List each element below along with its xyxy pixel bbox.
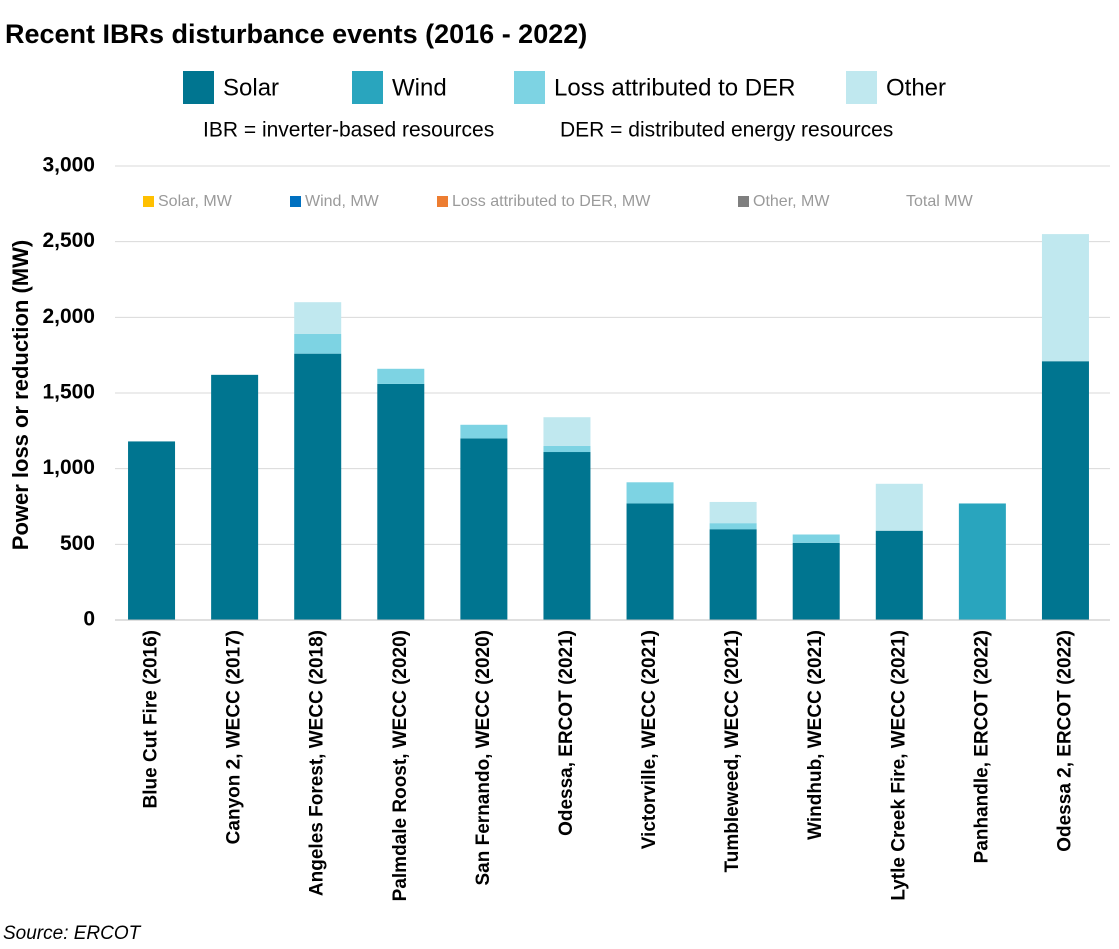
legend-label: Loss attributed to DER (554, 74, 795, 101)
bar-segment (1041, 234, 1089, 362)
bar-segment (211, 374, 259, 620)
x-tick-label: Angeles Forest, WECC (2018) (307, 630, 328, 896)
overlay-legend-swatch (437, 196, 448, 207)
bar-segment (128, 441, 176, 620)
overlay-legend-label: Wind, MW (305, 193, 380, 210)
bar-segment (294, 302, 342, 334)
bar-segment (875, 530, 923, 620)
source: Source: ERCOT (3, 923, 142, 944)
legend-swatch (352, 71, 383, 104)
y-tick-label: 1,000 (42, 456, 95, 479)
bar-segment (460, 438, 508, 620)
bar-segment (709, 501, 757, 524)
y-axis-label: Power loss or reduction (MW) (8, 240, 33, 550)
bar-segment (294, 353, 342, 620)
y-tick-label: 2,000 (42, 305, 95, 328)
overlay-legend-swatch (143, 196, 154, 207)
overlay-legend-label: Total MW (906, 193, 974, 210)
bar-segment (543, 417, 591, 446)
bar-segment (792, 534, 840, 543)
x-tick-label: Odessa 2, ERCOT (2022) (1054, 630, 1075, 852)
chart-title: Recent IBRs disturbance events (2016 - 2… (5, 19, 587, 49)
x-tick-label: Lytle Creek Fire, WECC (2021) (888, 630, 909, 901)
legend-label: Wind (392, 74, 447, 101)
y-tick-label: 0 (83, 608, 95, 631)
legend-swatch (846, 71, 877, 104)
bar-segment (377, 383, 425, 620)
x-tick-label: San Fernando, WECC (2020) (473, 630, 494, 886)
bar-segment (377, 368, 425, 384)
legend-label: Solar (223, 74, 279, 101)
bar-segment (543, 445, 591, 453)
x-tick-label: Tumbleweed, WECC (2021) (722, 630, 743, 872)
y-tick-label: 500 (60, 532, 95, 555)
note: IBR = inverter-based resources (203, 119, 494, 142)
legend-swatch (183, 71, 214, 104)
bar-segment (626, 503, 674, 620)
bar-segment (792, 542, 840, 620)
y-tick-label: 3,000 (42, 154, 95, 177)
x-tick-label: Windhub, WECC (2021) (805, 630, 826, 840)
bar-segment (294, 333, 342, 354)
x-tick-label: Odessa, ERCOT (2021) (556, 630, 577, 836)
overlay-legend-label: Loss attributed to DER, MW (452, 193, 651, 210)
note: DER = distributed energy resources (560, 119, 893, 142)
legend-swatch (514, 71, 545, 104)
bar-segment (543, 452, 591, 620)
legend-label: Other (886, 74, 946, 101)
x-tick-label: Canyon 2, WECC (2017) (224, 630, 245, 844)
x-tick-label: Victorville, WECC (2021) (639, 630, 660, 849)
y-tick-label: 2,500 (42, 229, 95, 252)
x-tick-label: Panhandle, ERCOT (2022) (971, 630, 992, 863)
x-tick-label: Palmdale Roost, WECC (2020) (390, 630, 411, 901)
bar-segment (709, 529, 757, 620)
overlay-legend-label: Other, MW (753, 193, 830, 210)
bar-segment (626, 482, 674, 504)
bar-segment (958, 503, 1006, 620)
bar-segment (1041, 361, 1089, 620)
bar-segment (875, 483, 923, 531)
overlay-legend-label: Solar, MW (158, 193, 233, 210)
overlay-legend-swatch (738, 196, 749, 207)
y-tick-label: 1,500 (42, 381, 95, 404)
bar-segment (709, 523, 757, 530)
bar-segment (460, 424, 508, 439)
x-tick-label: Blue Cut Fire (2016) (141, 630, 162, 808)
overlay-legend-swatch (290, 196, 301, 207)
